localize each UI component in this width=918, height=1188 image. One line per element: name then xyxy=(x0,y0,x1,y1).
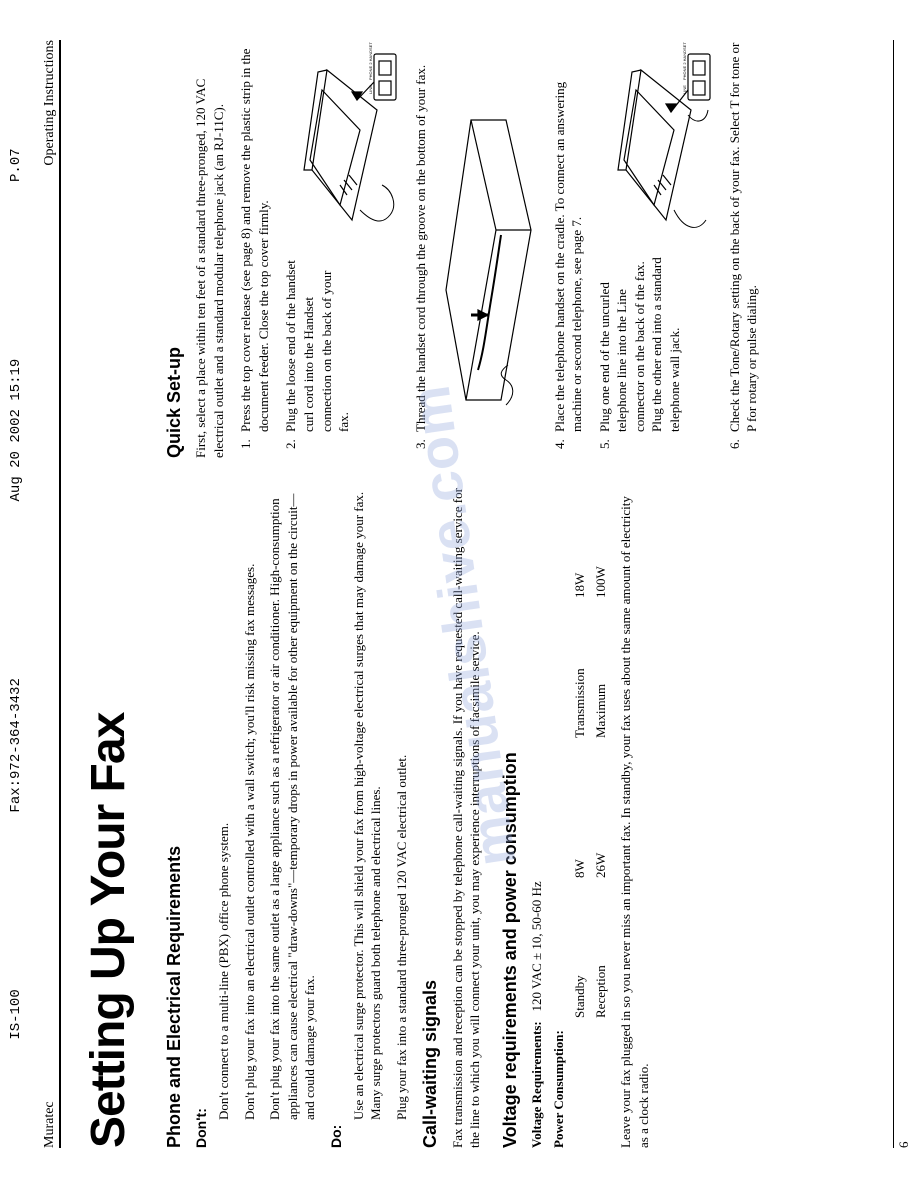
pc-cell: Maximum xyxy=(592,628,610,738)
dont-item: Don't plug your fax into the same outlet… xyxy=(266,488,319,1120)
step-item: Plug the loose end of the handset curl c… xyxy=(282,40,402,436)
jack-phone2-label: PHONE 2 HANDSET xyxy=(368,42,373,80)
setup-steps-list: Press the top cover release (see page 8)… xyxy=(237,40,760,436)
doc-type-label: Operating Instructions xyxy=(42,40,58,166)
fax-device-icon: LINE PHONE 2 HANDSET xyxy=(596,40,716,240)
pc-cell: 8W xyxy=(571,768,589,878)
do-heading: Do: xyxy=(327,488,346,1148)
top-bar: Muratec Operating Instructions xyxy=(42,40,61,1148)
page-title: Setting Up Your Fax xyxy=(81,40,136,1148)
step-text: Thread the handset cord through the groo… xyxy=(413,65,428,432)
brand-label: Muratec xyxy=(42,1101,58,1148)
fax-header: IS-100 Fax:972-364-3432 Aug 20 2002 15:1… xyxy=(8,0,24,1188)
step-text: Press the top cover release (see page 8)… xyxy=(238,49,271,432)
step-item: Thread the handset cord through the groo… xyxy=(412,40,540,436)
dont-item: Don't connect to a multi-line (PBX) offi… xyxy=(215,488,233,1120)
step-text: Check the Tone/Rotary setting on the bac… xyxy=(727,43,760,432)
do-item: Use an electrical surge protector. This … xyxy=(350,488,385,1120)
pc-cell: Reception xyxy=(592,908,610,1018)
jack-line-label: LINE xyxy=(682,85,687,94)
pc-row: Reception 26W Maximum 100W xyxy=(592,488,610,1018)
step-item: Place the telephone handset on the cradl… xyxy=(551,40,586,436)
fax-model: IS-100 xyxy=(8,989,24,1039)
pc-cell: 18W xyxy=(571,488,589,598)
jack-phone2-label: PHONE 2 HANDSET xyxy=(682,42,687,80)
cord-groove-icon xyxy=(436,110,536,410)
fax-date: Aug 20 2002 15:19 xyxy=(8,359,24,502)
dont-item: Don't plug your fax into an electrical o… xyxy=(241,488,259,1120)
pc-cell: Standby xyxy=(571,908,589,1018)
step-item: Plug one end of the uncurled telephone l… xyxy=(596,40,716,436)
fax-number: Fax:972-364-3432 xyxy=(8,678,24,812)
two-column-layout: Phone and Electrical Requirements Don't:… xyxy=(154,40,771,1148)
quick-setup-intro: First, select a place within ten feet of… xyxy=(192,40,227,458)
pc-cell: Transmission xyxy=(571,628,589,738)
voltage-req-line: Voltage Requirements: 120 VAC ± 10, 50-6… xyxy=(528,488,546,1148)
page-number: 6 xyxy=(896,1142,912,1149)
fax-device-icon: LINE PHONE 2 HANDSET xyxy=(282,40,402,240)
left-column: Phone and Electrical Requirements Don't:… xyxy=(154,488,771,1148)
voltage-note: Leave your fax plugged in so you never m… xyxy=(617,488,652,1148)
do-item: Plug your fax into a standard three-pron… xyxy=(393,488,411,1120)
pc-cell: 26W xyxy=(592,768,610,878)
voltage-req-label: Voltage Requirements: xyxy=(529,1021,544,1148)
right-column: Quick Set-up First, select a place withi… xyxy=(154,40,771,458)
pc-cell: 100W xyxy=(592,488,610,598)
footer-bar: 6 xyxy=(893,40,912,1148)
step-text: Place the telephone handset on the cradl… xyxy=(552,82,585,432)
step-text: Plug the loose end of the handset curl c… xyxy=(282,250,352,432)
step-item: Check the Tone/Rotary setting on the bac… xyxy=(726,40,761,436)
power-consumption-label: Power Consumption: xyxy=(550,488,568,1148)
phone-elec-heading: Phone and Electrical Requirements xyxy=(162,488,186,1148)
fax-page: P.07 xyxy=(8,148,24,182)
step-item: Press the top cover release (see page 8)… xyxy=(237,40,272,436)
page-landscape: IS-100 Fax:972-364-3432 Aug 20 2002 15:1… xyxy=(0,0,918,1188)
call-waiting-heading: Call-waiting signals xyxy=(418,488,442,1148)
call-waiting-text: Fax transmission and reception can be st… xyxy=(449,488,484,1148)
jack-line-label: LINE xyxy=(368,85,373,94)
pc-row: Standby 8W Transmission 18W xyxy=(571,488,589,1018)
dont-heading: Don't: xyxy=(192,488,211,1148)
quick-setup-heading: Quick Set-up xyxy=(162,40,186,458)
step-text: Plug one end of the uncurled telephone l… xyxy=(596,250,684,432)
voltage-req-value: 120 VAC ± 10, 50-60 Hz xyxy=(529,881,544,1011)
voltage-heading: Voltage requirements and power consumpti… xyxy=(498,488,522,1148)
pc-label-text: Power Consumption: xyxy=(551,1030,566,1148)
